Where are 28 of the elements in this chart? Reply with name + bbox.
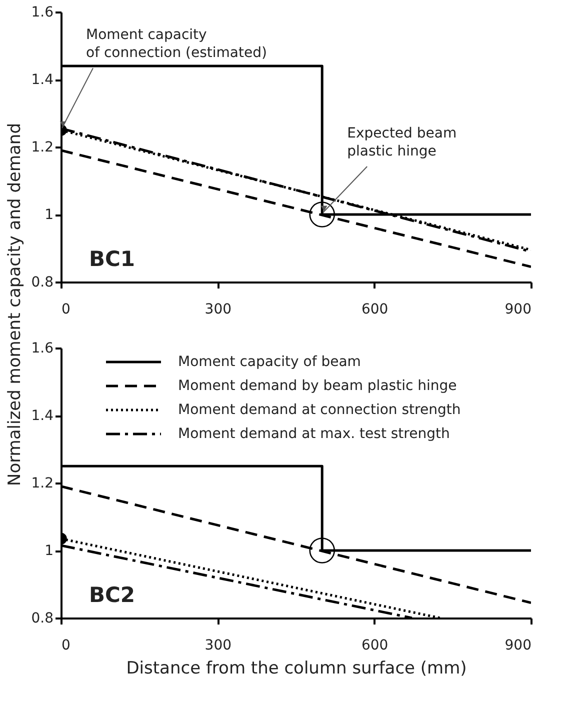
y-tick-label: 1 <box>44 207 54 223</box>
y-tick-label: 1.2 <box>31 476 54 492</box>
y-tick-label: 1.6 <box>31 340 54 356</box>
y-tick-label: 1.6 <box>31 4 54 20</box>
legend-label: Moment capacity of beam <box>178 354 361 370</box>
y-tick-label: 0.8 <box>31 274 54 290</box>
y-tick-label: 0.8 <box>31 610 54 626</box>
x-tick-label: 300 <box>204 302 232 318</box>
x-axis-title: Distance from the column surface (mm) <box>126 658 467 678</box>
y-tick-label: 1.4 <box>31 72 54 88</box>
y-tick-label: 1.2 <box>31 140 54 156</box>
x-tick-label: 900 <box>504 302 532 318</box>
legend-label: Moment demand at max. test strength <box>178 426 450 442</box>
x-tick-label: 0 <box>62 638 70 654</box>
x-tick-label: 600 <box>361 302 388 318</box>
legend-label: Moment demand at connection strength <box>178 402 461 418</box>
y-tick-label: 1 <box>44 543 54 559</box>
annotation: Moment capacity of connection (estimated) <box>86 27 267 62</box>
x-tick-label: 600 <box>361 638 388 654</box>
x-tick-label: 900 <box>504 638 532 654</box>
annotation: BC2 <box>89 583 136 607</box>
x-tick-label: 0 <box>62 302 70 318</box>
legend-label: Moment demand by beam plastic hinge <box>178 378 457 394</box>
x-tick-label: 300 <box>204 638 232 654</box>
annotation: BC1 <box>89 247 136 271</box>
y-tick-label: 1.4 <box>31 408 54 424</box>
y-axis-title: Normalized moment capacity and demand <box>5 123 25 486</box>
annotation: Expected beam plastic hinge <box>347 126 457 160</box>
